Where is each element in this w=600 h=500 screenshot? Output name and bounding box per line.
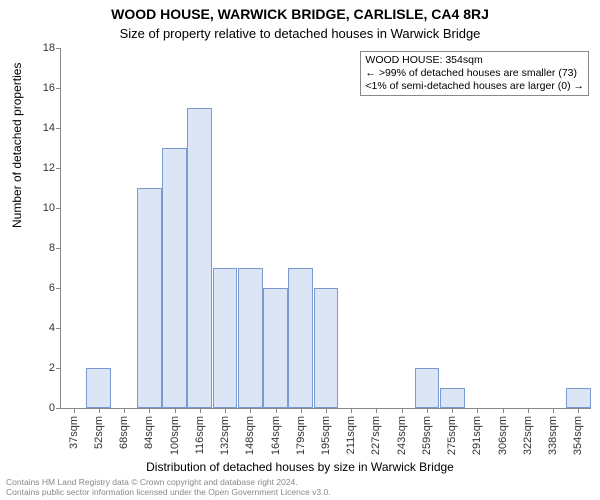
x-tick-label: 322sqm — [522, 416, 534, 455]
x-tick-mark — [225, 408, 226, 413]
y-tick-mark — [56, 168, 61, 169]
x-tick-mark — [477, 408, 478, 413]
x-tick-mark — [376, 408, 377, 413]
x-tick-mark — [301, 408, 302, 413]
x-tick-label: 116sqm — [194, 416, 206, 454]
x-tick-label: 164sqm — [270, 416, 282, 455]
histogram-bar — [213, 268, 238, 408]
x-tick-label: 148sqm — [244, 416, 256, 455]
x-tick-label: 84sqm — [143, 416, 155, 449]
annotation-box: WOOD HOUSE: 354sqm ← >99% of detached ho… — [360, 51, 589, 96]
y-tick-mark — [56, 208, 61, 209]
x-tick-mark — [99, 408, 100, 413]
x-tick-label: 195sqm — [320, 416, 332, 455]
histogram-bar — [187, 108, 212, 408]
y-tick-label: 8 — [31, 242, 55, 254]
annotation-line-1: WOOD HOUSE: 354sqm — [365, 54, 584, 67]
y-tick-mark — [56, 288, 61, 289]
x-tick-label: 179sqm — [295, 416, 307, 455]
annotation-line-3: <1% of semi-detached houses are larger (… — [365, 80, 584, 93]
y-axis-label: Number of detached properties — [10, 63, 24, 228]
y-tick-mark — [56, 328, 61, 329]
histogram-bar — [137, 188, 162, 408]
histogram-bar — [566, 388, 591, 408]
x-tick-label: 100sqm — [169, 416, 181, 455]
x-tick-mark — [503, 408, 504, 413]
y-tick-mark — [56, 248, 61, 249]
x-tick-mark — [528, 408, 529, 413]
y-tick-label: 4 — [31, 322, 55, 334]
x-tick-mark — [452, 408, 453, 413]
footer-attribution: Contains HM Land Registry data © Crown c… — [6, 478, 331, 498]
y-tick-label: 10 — [31, 202, 55, 214]
y-tick-mark — [56, 48, 61, 49]
y-tick-mark — [56, 408, 61, 409]
x-tick-mark — [250, 408, 251, 413]
histogram-bar — [263, 288, 288, 408]
x-tick-mark — [175, 408, 176, 413]
x-tick-mark — [149, 408, 150, 413]
histogram-bar — [86, 368, 111, 408]
x-tick-label: 338sqm — [547, 416, 559, 455]
x-tick-label: 259sqm — [421, 416, 433, 455]
histogram-bar — [440, 388, 465, 408]
y-tick-mark — [56, 368, 61, 369]
x-tick-label: 37sqm — [68, 416, 80, 449]
x-tick-label: 132sqm — [219, 416, 231, 455]
annotation-line-2: ← >99% of detached houses are smaller (7… — [365, 67, 584, 80]
x-tick-mark — [276, 408, 277, 413]
x-tick-label: 52sqm — [93, 416, 105, 449]
histogram-bar — [238, 268, 263, 408]
x-tick-mark — [200, 408, 201, 413]
x-tick-mark — [427, 408, 428, 413]
x-tick-label: 354sqm — [572, 416, 584, 455]
y-tick-label: 14 — [31, 122, 55, 134]
chart-sub-title: Size of property relative to detached ho… — [0, 26, 600, 41]
x-tick-label: 211sqm — [345, 416, 357, 454]
x-tick-label: 306sqm — [497, 416, 509, 455]
y-tick-label: 0 — [31, 402, 55, 414]
x-tick-label: 243sqm — [396, 416, 408, 455]
x-tick-label: 68sqm — [118, 416, 130, 449]
y-tick-label: 12 — [31, 162, 55, 174]
x-tick-mark — [578, 408, 579, 413]
chart-main-title: WOOD HOUSE, WARWICK BRIDGE, CARLISLE, CA… — [0, 6, 600, 22]
histogram-bar — [162, 148, 187, 408]
x-tick-label: 227sqm — [370, 416, 382, 455]
x-tick-label: 291sqm — [471, 416, 483, 455]
y-tick-label: 16 — [31, 82, 55, 94]
histogram-bar — [314, 288, 339, 408]
x-tick-mark — [326, 408, 327, 413]
x-tick-mark — [124, 408, 125, 413]
y-tick-label: 6 — [31, 282, 55, 294]
y-tick-mark — [56, 88, 61, 89]
histogram-chart: WOOD HOUSE: 354sqm ← >99% of detached ho… — [60, 48, 591, 409]
x-tick-label: 275sqm — [446, 416, 458, 455]
x-tick-mark — [351, 408, 352, 413]
x-tick-mark — [74, 408, 75, 413]
histogram-bar — [288, 268, 313, 408]
y-tick-mark — [56, 128, 61, 129]
x-tick-mark — [402, 408, 403, 413]
y-tick-label: 18 — [31, 42, 55, 54]
x-tick-mark — [553, 408, 554, 413]
x-axis-label: Distribution of detached houses by size … — [0, 460, 600, 474]
y-tick-label: 2 — [31, 362, 55, 374]
footer-line-2: Contains public sector information licen… — [6, 488, 331, 498]
histogram-bar — [415, 368, 440, 408]
